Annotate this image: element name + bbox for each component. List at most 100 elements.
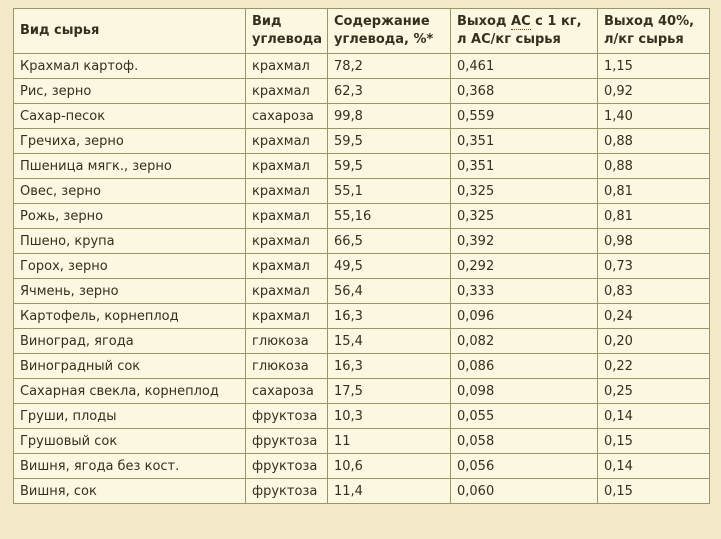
cell-alcohol-yield: 0,368 [450, 78, 598, 104]
cell-raw-material: Рис, зерно [13, 78, 246, 104]
cell-raw-material: Овес, зерно [13, 178, 246, 204]
cell-yield-40: 0,83 [597, 278, 710, 304]
cell-alcohol-yield: 0,351 [450, 153, 598, 179]
cell-yield-40: 0,88 [597, 153, 710, 179]
cell-raw-material: Гречиха, зерно [13, 128, 246, 154]
table-row: Гречиха, зерно крахмал 59,5 0,351 0,88 [13, 128, 710, 154]
table-row: Пшено, крупа крахмал 66,5 0,392 0,98 [13, 228, 710, 254]
table-row: Рожь, зерно крахмал 55,16 0,325 0,81 [13, 203, 710, 229]
cell-raw-material: Груши, плоды [13, 403, 246, 429]
cell-alcohol-yield: 0,392 [450, 228, 598, 254]
cell-raw-material: Виноградный сок [13, 353, 246, 379]
cell-alcohol-yield: 0,056 [450, 453, 598, 479]
cell-carbohydrate-content: 59,5 [327, 128, 451, 154]
table-row: Виноград, ягода глюкоза 15,4 0,082 0,20 [13, 328, 710, 354]
cell-carbohydrate-content: 15,4 [327, 328, 451, 354]
cell-carbohydrate-type: крахмал [245, 253, 328, 279]
cell-carbohydrate-content: 10,3 [327, 403, 451, 429]
cell-raw-material: Сахарная свекла, корнеплод [13, 378, 246, 404]
cell-carbohydrate-type: крахмал [245, 178, 328, 204]
cell-alcohol-yield: 0,060 [450, 478, 598, 504]
cell-yield-40: 0,92 [597, 78, 710, 104]
cell-carbohydrate-type: фруктоза [245, 453, 328, 479]
cell-raw-material: Картофель, корнеплод [13, 303, 246, 329]
cell-yield-40: 0,88 [597, 128, 710, 154]
cell-carbohydrate-content: 10,6 [327, 453, 451, 479]
cell-raw-material: Горох, зерно [13, 253, 246, 279]
cell-alcohol-yield: 0,325 [450, 178, 598, 204]
cell-yield-40: 0,20 [597, 328, 710, 354]
cell-carbohydrate-type: сахароза [245, 378, 328, 404]
table-row: Овес, зерно крахмал 55,1 0,325 0,81 [13, 178, 710, 204]
cell-carbohydrate-type: крахмал [245, 53, 328, 79]
cell-yield-40: 1,40 [597, 103, 710, 129]
cell-yield-40: 0,25 [597, 378, 710, 404]
cell-carbohydrate-content: 11 [327, 428, 451, 454]
cell-carbohydrate-content: 55,16 [327, 203, 451, 229]
cell-alcohol-yield: 0,461 [450, 53, 598, 79]
table-row: Сахар-песок сахароза 99,8 0,559 1,40 [13, 103, 710, 129]
cell-carbohydrate-type: крахмал [245, 203, 328, 229]
cell-raw-material: Вишня, ягода без кост. [13, 453, 246, 479]
cell-carbohydrate-content: 62,3 [327, 78, 451, 104]
cell-alcohol-yield: 0,096 [450, 303, 598, 329]
cell-carbohydrate-content: 78,2 [327, 53, 451, 79]
header-alcohol-yield-suffix: с 1 кг, л АС/кг сырья [457, 13, 582, 47]
cell-raw-material: Пшеница мягк., зерно [13, 153, 246, 179]
table-row: Груши, плоды фруктоза 10,3 0,055 0,14 [13, 403, 710, 429]
cell-carbohydrate-type: крахмал [245, 78, 328, 104]
cell-alcohol-yield: 0,292 [450, 253, 598, 279]
cell-alcohol-yield: 0,082 [450, 328, 598, 354]
cell-carbohydrate-type: фруктоза [245, 428, 328, 454]
cell-raw-material: Пшено, крупа [13, 228, 246, 254]
cell-carbohydrate-type: крахмал [245, 128, 328, 154]
cell-carbohydrate-content: 16,3 [327, 303, 451, 329]
cell-alcohol-yield: 0,333 [450, 278, 598, 304]
header-yield-40: Выход 40%, л/кг сырья [597, 8, 710, 54]
cell-carbohydrate-type: фруктоза [245, 403, 328, 429]
table-row: Сахарная свекла, корнеплод сахароза 17,5… [13, 378, 710, 404]
cell-alcohol-yield: 0,055 [450, 403, 598, 429]
cell-carbohydrate-content: 99,8 [327, 103, 451, 129]
header-alcohol-yield-prefix: Выход [457, 13, 512, 29]
table-body: Крахмал картоф. крахмал 78,2 0,461 1,15 … [13, 53, 710, 504]
table-row: Ячмень, зерно крахмал 56,4 0,333 0,83 [13, 278, 710, 304]
cell-yield-40: 0,24 [597, 303, 710, 329]
cell-yield-40: 0,98 [597, 228, 710, 254]
cell-yield-40: 0,73 [597, 253, 710, 279]
cell-carbohydrate-type: крахмал [245, 303, 328, 329]
cell-carbohydrate-type: сахароза [245, 103, 328, 129]
cell-carbohydrate-type: крахмал [245, 278, 328, 304]
cell-carbohydrate-content: 17,5 [327, 378, 451, 404]
cell-alcohol-yield: 0,086 [450, 353, 598, 379]
cell-raw-material: Сахар-песок [13, 103, 246, 129]
cell-carbohydrate-content: 56,4 [327, 278, 451, 304]
table-row: Картофель, корнеплод крахмал 16,3 0,096 … [13, 303, 710, 329]
cell-raw-material: Рожь, зерно [13, 203, 246, 229]
cell-yield-40: 0,81 [597, 178, 710, 204]
cell-yield-40: 0,14 [597, 453, 710, 479]
cell-yield-40: 0,15 [597, 428, 710, 454]
cell-alcohol-yield: 0,098 [450, 378, 598, 404]
cell-raw-material: Ячмень, зерно [13, 278, 246, 304]
cell-raw-material: Виноград, ягода [13, 328, 246, 354]
cell-yield-40: 0,14 [597, 403, 710, 429]
cell-carbohydrate-content: 66,5 [327, 228, 451, 254]
header-carbohydrate-type: Вид углевода [245, 8, 328, 54]
raw-materials-table: Вид сырья Вид углевода Содержание углево… [13, 8, 710, 504]
table-row: Грушовый сок фруктоза 11 0,058 0,15 [13, 428, 710, 454]
table-row: Рис, зерно крахмал 62,3 0,368 0,92 [13, 78, 710, 104]
cell-carbohydrate-type: фруктоза [245, 478, 328, 504]
cell-alcohol-yield: 0,058 [450, 428, 598, 454]
cell-alcohol-yield: 0,559 [450, 103, 598, 129]
table-row: Крахмал картоф. крахмал 78,2 0,461 1,15 [13, 53, 710, 79]
table-row: Пшеница мягк., зерно крахмал 59,5 0,351 … [13, 153, 710, 179]
table-row: Вишня, ягода без кост. фруктоза 10,6 0,0… [13, 453, 710, 479]
table-row: Горох, зерно крахмал 49,5 0,292 0,73 [13, 253, 710, 279]
cell-carbohydrate-type: крахмал [245, 228, 328, 254]
cell-alcohol-yield: 0,325 [450, 203, 598, 229]
header-alcohol-yield: Выход АС с 1 кг, л АС/кг сырья [450, 8, 598, 54]
header-row: Вид сырья Вид углевода Содержание углево… [13, 8, 710, 54]
abbreviation-as: АС [511, 13, 531, 30]
cell-raw-material: Вишня, сок [13, 478, 246, 504]
